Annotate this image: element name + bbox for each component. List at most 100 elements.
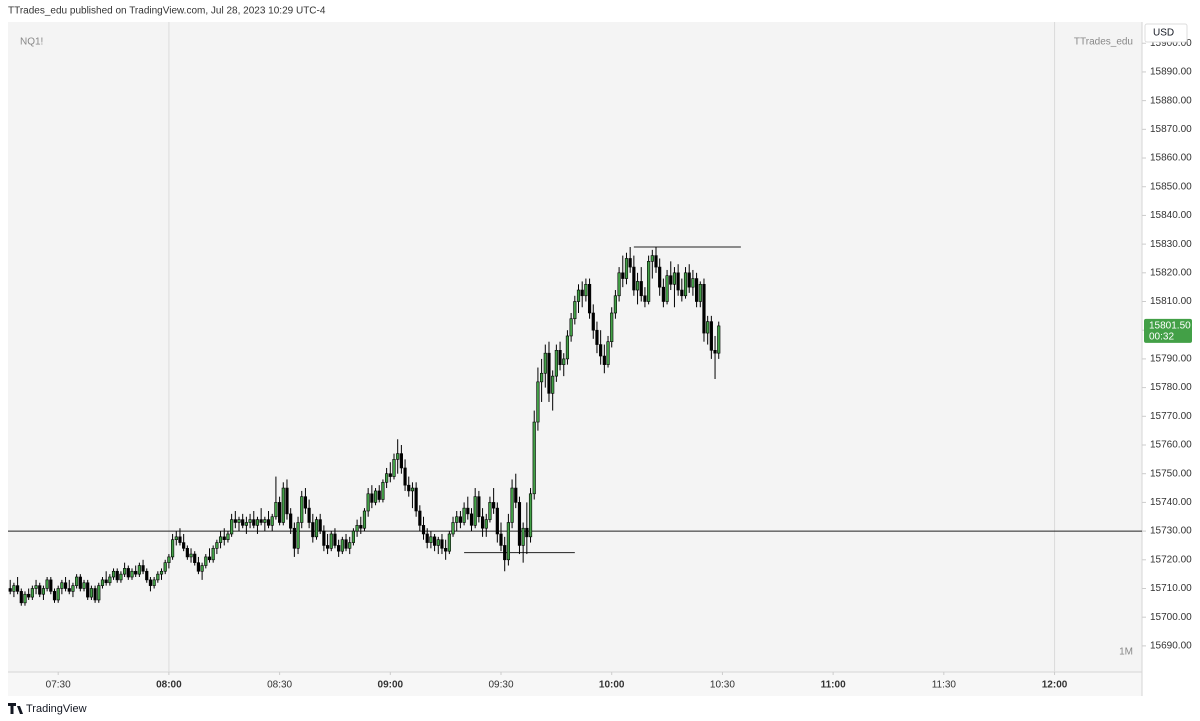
author: TTrades_edu <box>1074 37 1133 48</box>
y-tick-label: 15860.00 <box>1150 153 1192 164</box>
candles <box>8 246 721 606</box>
candle-body <box>429 536 433 543</box>
candle-body <box>587 283 592 314</box>
y-tick-label: 15840.00 <box>1150 210 1192 221</box>
candle-body <box>381 482 385 500</box>
candle-body <box>610 312 614 342</box>
candle-body <box>348 542 352 549</box>
candle-body <box>639 281 643 297</box>
candle-body <box>8 588 12 592</box>
candle-body <box>488 502 492 520</box>
candle-body <box>632 266 636 291</box>
candle-body <box>370 493 374 503</box>
candle-body <box>97 585 101 601</box>
candle-body <box>148 579 153 586</box>
candle-body <box>466 507 470 515</box>
candle-body <box>650 255 654 262</box>
candle-body <box>270 516 274 526</box>
candle-body <box>211 548 215 561</box>
candle-body <box>676 272 680 291</box>
candle-body <box>252 519 256 526</box>
candle-body <box>108 576 112 584</box>
candle-body <box>359 525 363 529</box>
currency-box <box>1144 23 1188 43</box>
candle-body <box>569 318 573 337</box>
y-tick-label: 15700.00 <box>1150 612 1192 623</box>
candle-body <box>134 570 138 575</box>
candle-body <box>717 325 721 354</box>
candle-body <box>458 516 463 523</box>
candle-body <box>196 562 201 572</box>
candle-body <box>621 272 625 279</box>
candle-body <box>226 533 230 541</box>
candle-body <box>78 576 82 589</box>
candle-body <box>63 582 68 589</box>
candle-body <box>67 588 71 592</box>
candle-body <box>189 553 193 558</box>
candle-body <box>159 570 164 575</box>
candle-body <box>278 502 282 523</box>
y-tick-label: 15720.00 <box>1150 554 1192 565</box>
candle-body <box>514 487 518 503</box>
candle-body <box>266 519 271 526</box>
interval: 1M <box>1119 647 1133 658</box>
candle-body <box>300 496 304 523</box>
candle-body <box>713 350 717 354</box>
candle-body <box>337 545 341 552</box>
candle-body <box>499 533 503 546</box>
candle-body <box>222 536 226 541</box>
candle-body <box>111 570 116 578</box>
candle-body <box>167 556 171 563</box>
candle-body <box>34 585 38 589</box>
y-tick-label: 15710.00 <box>1150 583 1192 594</box>
candle-body <box>388 473 392 477</box>
currency: USD <box>1153 28 1174 39</box>
candle-body <box>451 522 455 535</box>
candle-body <box>182 542 186 549</box>
candle-body <box>436 539 440 546</box>
candle-body <box>624 258 629 279</box>
candle-body <box>521 527 525 546</box>
logo <box>8 703 23 714</box>
candle-body <box>547 352 551 394</box>
candle-body <box>709 321 713 351</box>
last-price-label: 15801.50 <box>1149 321 1191 332</box>
x-tick-label: 11:30 <box>932 680 957 691</box>
time-axis <box>8 672 1142 696</box>
candle-body <box>93 588 97 601</box>
x-tick-label: 08:30 <box>267 680 292 691</box>
candle-body <box>19 591 23 604</box>
candle-body <box>340 539 344 552</box>
candle-body <box>237 519 241 523</box>
y-tick-label: 15730.00 <box>1150 526 1192 537</box>
last-price-box <box>1144 318 1192 343</box>
candle-body <box>421 525 426 535</box>
candle-body <box>60 582 64 589</box>
x-tick-label: 08:00 <box>156 680 182 691</box>
candle-body <box>170 539 175 558</box>
candle-body <box>503 545 507 561</box>
candle-body <box>403 467 407 486</box>
candle-body <box>56 588 60 601</box>
candle-body <box>691 278 695 288</box>
y-tick-label: 15820.00 <box>1150 267 1192 278</box>
candle-body <box>152 579 156 586</box>
y-tick-label: 15760.00 <box>1150 440 1192 451</box>
candle-body <box>355 525 359 532</box>
candle-body <box>580 289 584 297</box>
candle-body <box>307 507 311 523</box>
candle-body <box>207 556 212 561</box>
candle-body <box>517 502 522 546</box>
candle-body <box>71 585 75 592</box>
y-tick-label: 15830.00 <box>1150 239 1192 250</box>
candle-body <box>27 593 31 598</box>
candle-body <box>259 519 263 523</box>
candle-body <box>314 519 319 538</box>
candle-body <box>440 539 444 549</box>
candle-body <box>525 527 529 538</box>
candle-body <box>669 275 673 285</box>
candle-body <box>617 272 621 297</box>
candle-body <box>410 487 415 492</box>
candle-body <box>233 519 237 523</box>
candle-body <box>462 507 466 523</box>
